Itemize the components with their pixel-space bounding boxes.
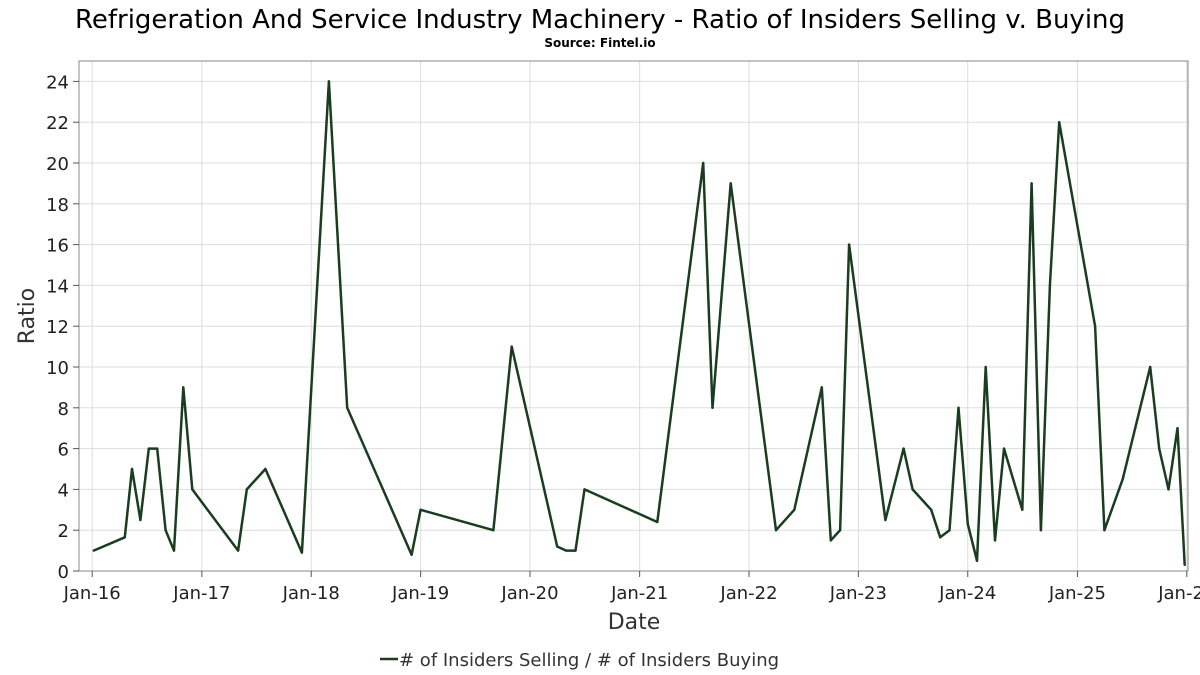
- x-axis-label: Date: [608, 610, 661, 635]
- y-tick-label: 6: [58, 440, 69, 461]
- data-point: [820, 386, 823, 389]
- data-point: [92, 549, 95, 552]
- data-point: [847, 243, 851, 246]
- data-point: [492, 529, 495, 532]
- y-axis-label: Ratio: [15, 288, 40, 344]
- x-tick-label: Jan-19: [391, 583, 449, 604]
- data-point: [1048, 284, 1052, 287]
- data-point: [902, 447, 905, 450]
- y-tick-label: 20: [46, 154, 69, 175]
- data-point: [1183, 563, 1186, 567]
- data-point: [583, 488, 586, 491]
- data-point: [948, 529, 951, 532]
- y-tick-label: 16: [46, 236, 69, 257]
- x-tick-label: Jan-25: [1048, 583, 1106, 604]
- x-tick-label: Jan-21: [610, 583, 668, 604]
- data-point: [264, 467, 267, 471]
- y-tick-label: 22: [46, 113, 69, 134]
- data-point: [993, 539, 997, 542]
- data-point: [957, 406, 960, 409]
- data-point: [1030, 182, 1033, 185]
- y-tick-label: 14: [46, 276, 69, 297]
- data-point: [172, 549, 176, 552]
- x-axis-ticks: Jan-16 Jan-17 Jan-18 Jan-19 Jan-20 Jan-21 Jan-…: [63, 571, 1200, 604]
- x-tick-label: Jan-18: [282, 583, 340, 604]
- x-tick-label: Jan-23: [829, 583, 887, 604]
- y-tick-label: 2: [58, 521, 69, 542]
- data-point: [975, 559, 979, 562]
- data-point: [1158, 447, 1161, 450]
- legend: # of Insiders Selling / # of Insiders Bu…: [380, 650, 779, 671]
- data-point: [327, 80, 331, 83]
- data-point: [774, 529, 778, 532]
- data-point: [156, 447, 159, 450]
- data-point: [565, 549, 568, 552]
- data-point: [939, 536, 942, 539]
- data-point: [1121, 478, 1124, 481]
- grid-layer: [79, 61, 1188, 572]
- data-point: [729, 182, 732, 185]
- chart-title: Refrigeration And Service Industry Machi…: [75, 5, 1125, 35]
- data-point: [702, 161, 705, 165]
- data-point: [236, 549, 240, 552]
- x-tick-label: Jan-24: [938, 583, 996, 604]
- data-point: [1149, 365, 1152, 369]
- data-point: [884, 518, 887, 522]
- data-point: [123, 536, 127, 539]
- data-point: [966, 522, 969, 526]
- y-tick-label: 18: [46, 195, 69, 216]
- data-point: [1093, 325, 1097, 328]
- x-tick-label: Jan-26: [1157, 583, 1200, 604]
- y-tick-label: 4: [58, 480, 69, 501]
- data-point: [245, 488, 248, 491]
- data-point: [419, 508, 422, 511]
- data-point: [829, 539, 832, 542]
- x-tick-label: Jan-22: [719, 583, 777, 604]
- data-point: [930, 508, 933, 511]
- data-point: [346, 406, 349, 409]
- data-point: [191, 488, 194, 491]
- data-point: [793, 508, 796, 511]
- data-point: [984, 365, 987, 369]
- data-point: [556, 545, 559, 548]
- data-point: [1058, 121, 1061, 124]
- chart-subtitle: Source: Fintel.io: [544, 36, 655, 50]
- data-point: [711, 406, 714, 409]
- data-point: [1021, 508, 1024, 511]
- data-point: [1103, 529, 1106, 532]
- data-point: [182, 386, 185, 389]
- data-point: [410, 553, 413, 556]
- data-point: [838, 529, 842, 532]
- data-point: [147, 447, 150, 450]
- plot-frame: [78, 60, 1189, 572]
- y-tick-label: 24: [46, 72, 69, 93]
- data-layer: [92, 80, 1186, 567]
- data-point: [139, 518, 142, 522]
- y-tick-label: 10: [46, 358, 69, 379]
- data-point: [656, 520, 659, 524]
- data-point: [1039, 529, 1043, 532]
- data-point: [911, 488, 914, 491]
- data-point: [574, 549, 577, 552]
- legend-label: # of Insiders Selling / # of Insiders Bu…: [399, 650, 779, 671]
- y-tick-label: 12: [46, 317, 69, 338]
- y-tick-label: 0: [58, 562, 69, 583]
- data-point: [300, 551, 304, 554]
- x-tick-label: Jan-16: [63, 583, 121, 604]
- data-point: [510, 345, 513, 348]
- x-tick-label: Jan-20: [500, 583, 558, 604]
- data-point: [1176, 427, 1179, 430]
- data-point: [130, 467, 134, 471]
- data-point: [1002, 447, 1006, 450]
- x-tick-label: Jan-17: [172, 583, 230, 604]
- data-point: [164, 529, 167, 532]
- data-point: [1167, 488, 1170, 491]
- y-tick-label: 8: [58, 399, 69, 420]
